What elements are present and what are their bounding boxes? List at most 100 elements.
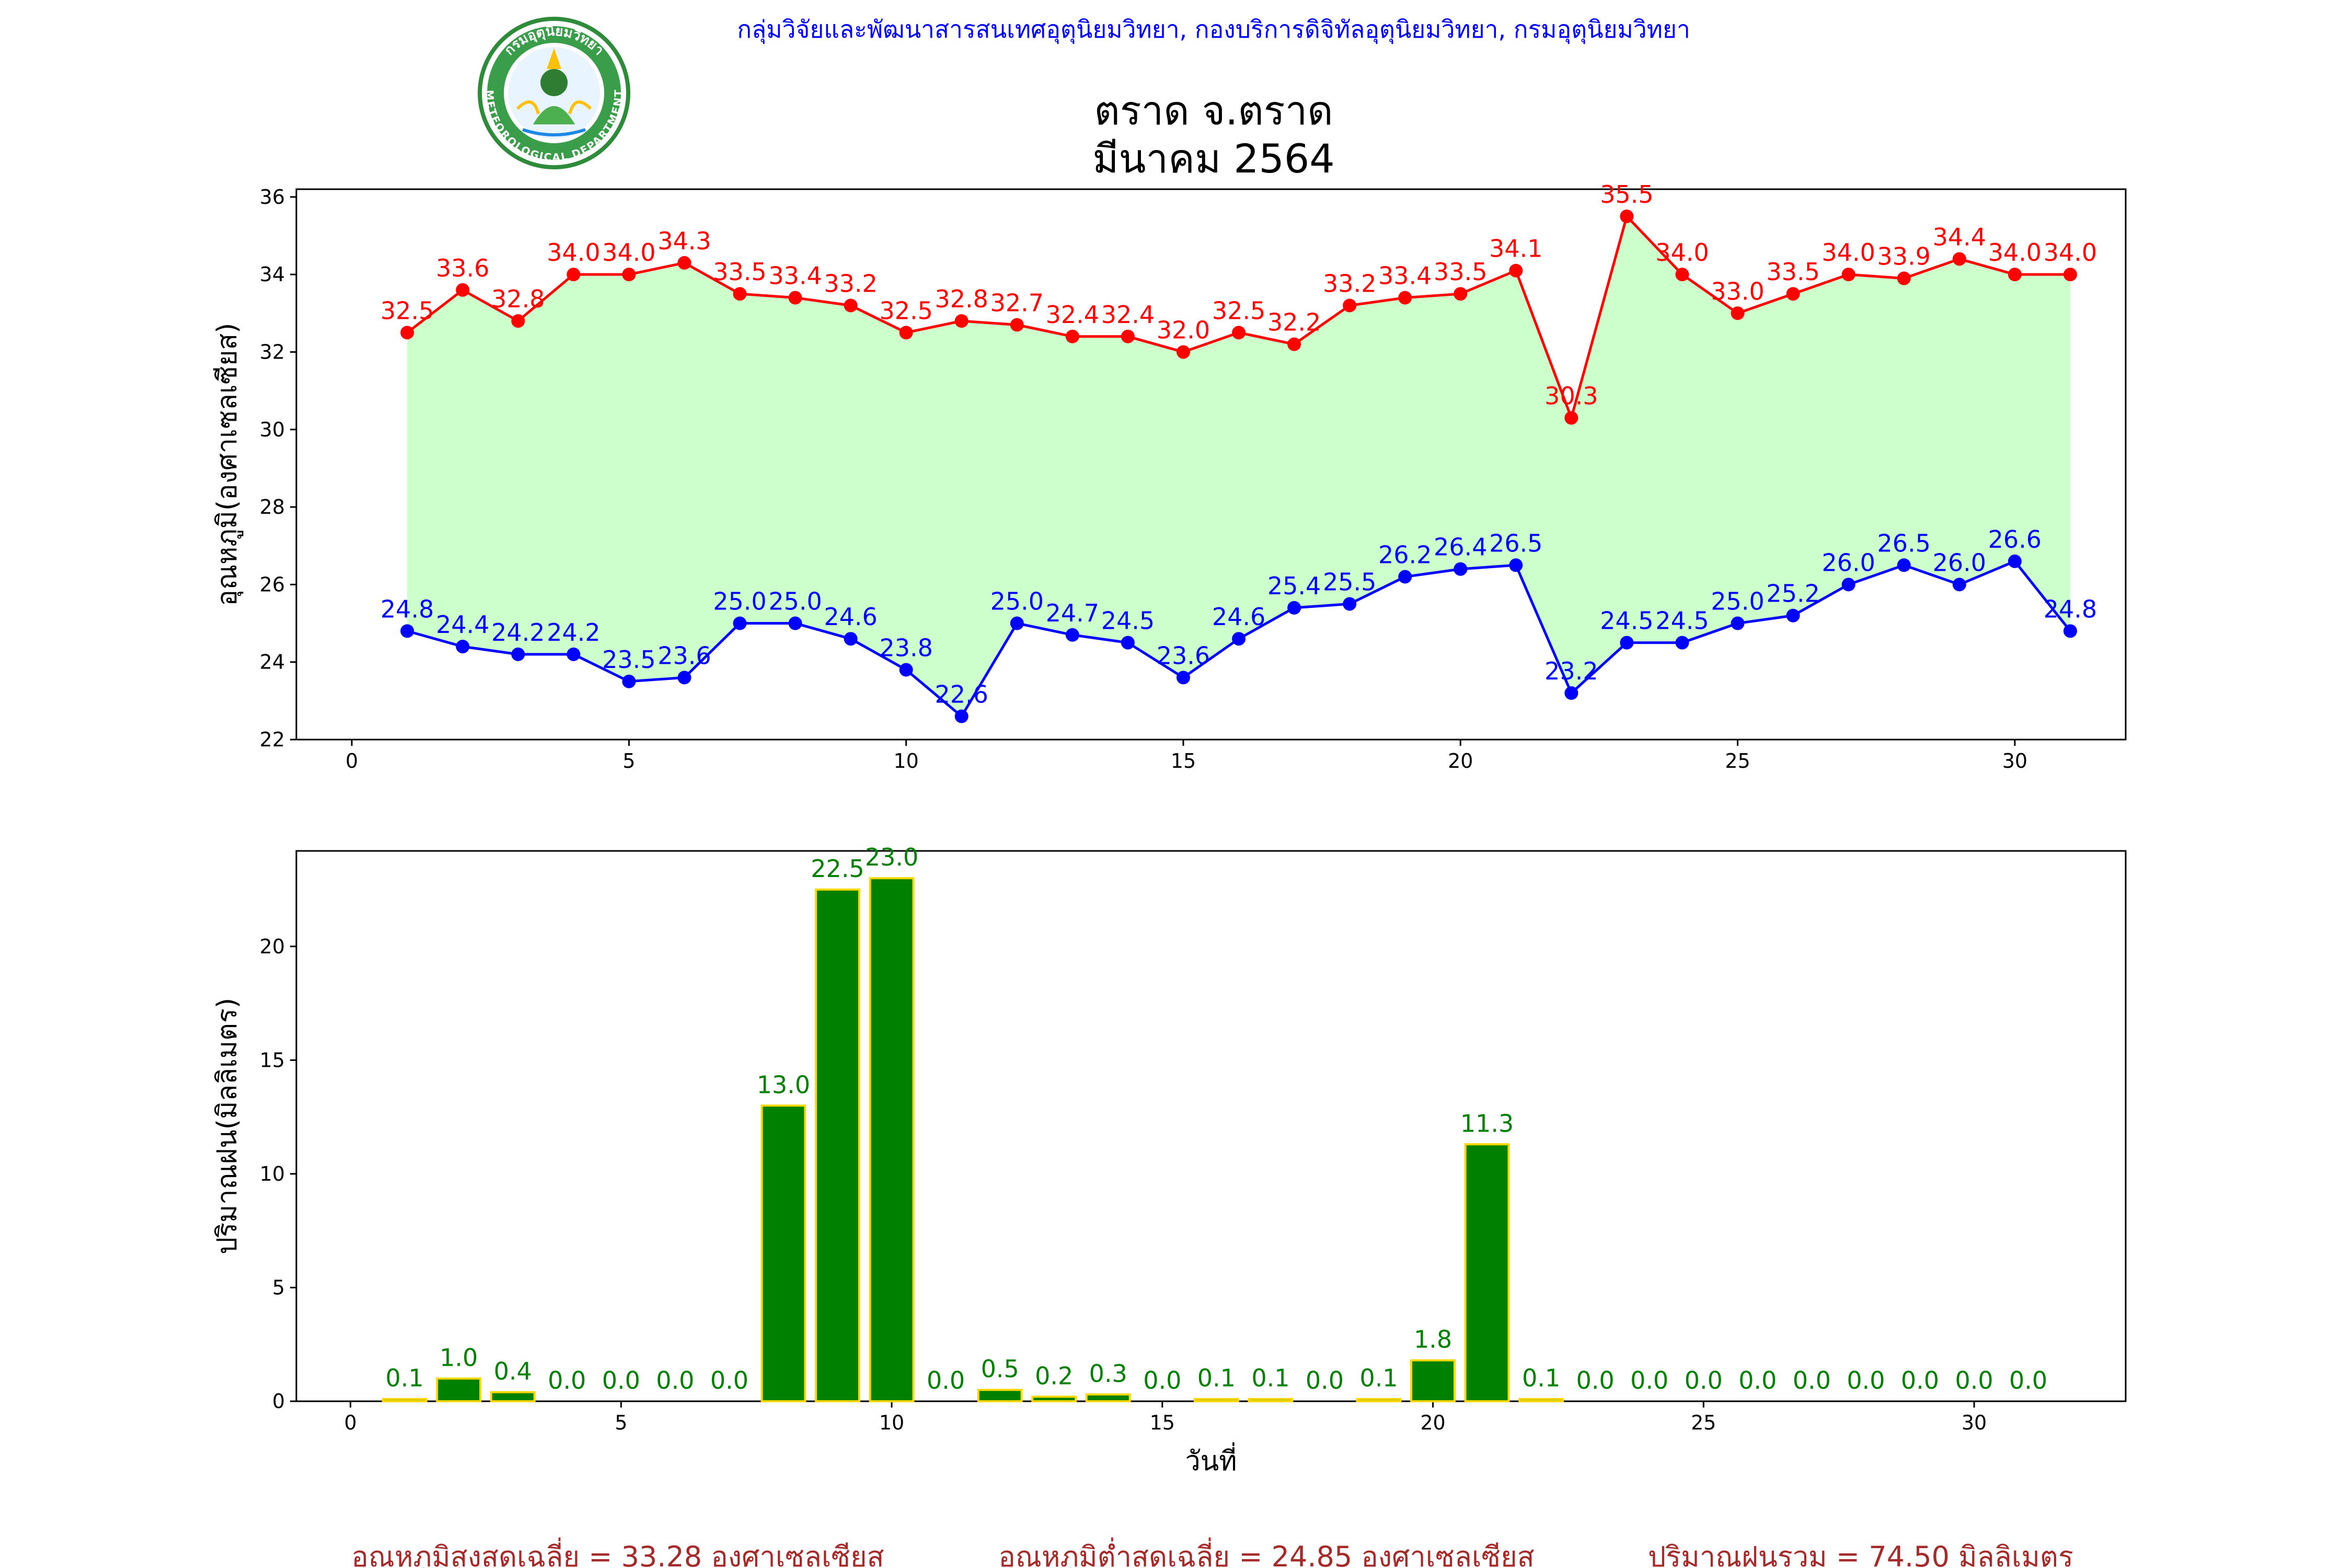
rain-y-tick-label: 10 [260, 1162, 285, 1185]
max-temperature-point [2063, 268, 2077, 282]
max-temperature-data-label: 33.5 [1434, 258, 1487, 286]
max-temperature-point [1065, 329, 1079, 343]
rainfall-data-label: 11.3 [1460, 1109, 1514, 1137]
temp-y-tick-label: 30 [260, 418, 285, 441]
min-temperature-data-label: 24.5 [1101, 607, 1155, 635]
rainfall-data-label: 22.5 [811, 855, 864, 883]
max-temperature-point [1343, 298, 1357, 313]
rainfall-data-label: 0.3 [1089, 1359, 1127, 1388]
max-temperature-data-label: 33.5 [713, 258, 766, 286]
rain-x-tick-label: 10 [879, 1411, 904, 1434]
temp-y-tick-label: 32 [260, 340, 285, 363]
min-temperature-point [733, 616, 747, 630]
rainfall-data-label: 0.0 [1630, 1366, 1668, 1394]
max-temperature-point [1675, 268, 1689, 282]
min-temperature-point [1065, 628, 1079, 642]
rain-x-tick-label: 5 [615, 1411, 627, 1434]
max-temperature-data-label: 32.8 [935, 285, 988, 313]
max-temperature-data-label: 32.0 [1157, 316, 1210, 344]
max-temperature-point [1454, 287, 1468, 301]
rainfall-bar [977, 1389, 1023, 1403]
max-temperature-data-label: 30.3 [1544, 382, 1598, 410]
rainfall-data-label: 13.0 [757, 1070, 810, 1099]
min-temperature-data-label: 26.2 [1378, 541, 1432, 569]
max-temperature-point [1731, 306, 1745, 320]
rainfall-data-label: 1.0 [440, 1343, 478, 1371]
max-temperature-data-label: 34.0 [1988, 238, 2042, 267]
min-temperature-data-label: 25.4 [1267, 572, 1321, 600]
min-temperature-data-label: 24.2 [547, 618, 600, 647]
min-temperature-point [400, 624, 414, 638]
max-temperature-data-label: 34.0 [2044, 238, 2097, 267]
min-temperature-point [1232, 632, 1246, 646]
max-temperature-point [1509, 263, 1523, 278]
min-temperature-point [2008, 554, 2022, 568]
rain-x-tick-label: 20 [1420, 1411, 1445, 1434]
max-temperature-data-label: 32.4 [1046, 301, 1099, 329]
organization-header: กลุ่มวิจัยและพัฒนาสารสนเทศอุตุนิยมวิทยา,… [737, 15, 1690, 44]
max-temperature-point [733, 287, 747, 301]
temp-y-axis-title: อุณหภูมิ(องศาเซลเซียส) [212, 323, 244, 606]
min-temperature-point [1454, 562, 1468, 576]
min-temperature-point [1287, 601, 1301, 615]
rainfall-bar [1085, 1393, 1131, 1403]
rainfall-data-label: 0.0 [927, 1366, 965, 1394]
rainfall-data-label: 0.0 [1901, 1366, 1939, 1394]
min-temperature-point [567, 647, 581, 661]
min-temperature-data-label: 25.5 [1323, 568, 1376, 596]
max-temperature-point [1010, 318, 1024, 332]
max-temperature-data-label: 34.3 [658, 227, 711, 255]
rainfall-chart: 0 5 10 15 20 25 30 0 5 10 15 20 ปริมาณฝน(มิลลิเมตร) ว… [212, 843, 2127, 1477]
chart-title-line1: ตราด จ.ตราด [1094, 87, 1333, 134]
rainfall-bar [1031, 1396, 1077, 1403]
max-temperature-data-label: 34.0 [1821, 238, 1875, 267]
max-temperature-point [844, 298, 858, 313]
max-temperature-point [622, 268, 636, 282]
max-temperature-point [677, 256, 691, 270]
rainfall-data-label: 0.1 [1359, 1364, 1398, 1392]
min-temperature-data-label: 23.6 [1157, 641, 1210, 670]
max-temperature-point [1232, 326, 1246, 340]
max-temperature-data-label: 33.2 [1323, 269, 1376, 297]
min-temperature-data-label: 24.7 [1046, 599, 1099, 627]
rainfall-data-label: 0.0 [548, 1366, 586, 1394]
temp-x-tick-label: 20 [1448, 750, 1473, 773]
rainfall-data-label: 0.0 [1143, 1366, 1181, 1394]
min-temperature-data-label: 26.6 [1988, 525, 2042, 554]
min-temperature-point [1952, 578, 1966, 592]
rainfall-data-label: 0.1 [1197, 1364, 1236, 1392]
rain-x-tick-label: 30 [1962, 1411, 1987, 1434]
rainfall-data-label: 0.0 [656, 1366, 694, 1394]
rainfall-bar [760, 1104, 806, 1402]
max-temperature-point [400, 326, 414, 340]
rainfall-data-label: 0.1 [1522, 1364, 1560, 1392]
max-temperature-data-label: 34.4 [1933, 223, 1986, 251]
min-temperature-point [2063, 624, 2077, 638]
rain-x-axis-title: วันที่ [1185, 1442, 1237, 1477]
min-temperature-point [511, 647, 525, 661]
max-temperature-data-label: 34.0 [547, 238, 600, 267]
min-temperature-point [844, 632, 858, 646]
rain-x-tick-label: 15 [1150, 1411, 1175, 1434]
max-temperature-data-label: 33.4 [1378, 262, 1432, 290]
min-temperature-data-label: 25.0 [768, 587, 822, 616]
max-temperature-data-label: 32.8 [491, 285, 545, 313]
min-temperature-data-label: 24.6 [824, 603, 877, 631]
min-temperature-point [1731, 616, 1745, 630]
avg-max-temperature: อุณหภูมิสูงสุดเฉลี่ย = 33.28 องศาเซลเซีย… [351, 1537, 884, 1568]
max-temperature-data-label: 33.4 [768, 262, 822, 290]
temp-x-tick-label: 0 [345, 750, 358, 773]
rain-y-tick-label: 0 [272, 1390, 285, 1413]
temp-y-tick-label: 28 [260, 495, 285, 518]
temp-y-tick-label: 22 [260, 728, 285, 751]
temp-y-tick-label: 26 [260, 573, 285, 596]
rainfall-data-label: 0.1 [1251, 1364, 1289, 1392]
temp-x-tick-label: 15 [1171, 750, 1196, 773]
rainfall-data-label: 0.0 [1306, 1366, 1344, 1394]
min-temperature-point [899, 663, 913, 677]
temperature-chart: 0 5 10 15 20 25 30 22 24 26 28 30 32 34 36 อุณหภูมิ(องศ… [212, 180, 2127, 773]
max-temperature-data-label: 34.1 [1489, 235, 1542, 263]
min-temperature-data-label: 23.5 [602, 645, 655, 674]
rainfall-data-label: 23.0 [865, 843, 918, 871]
rainfall-bar [1193, 1398, 1239, 1402]
